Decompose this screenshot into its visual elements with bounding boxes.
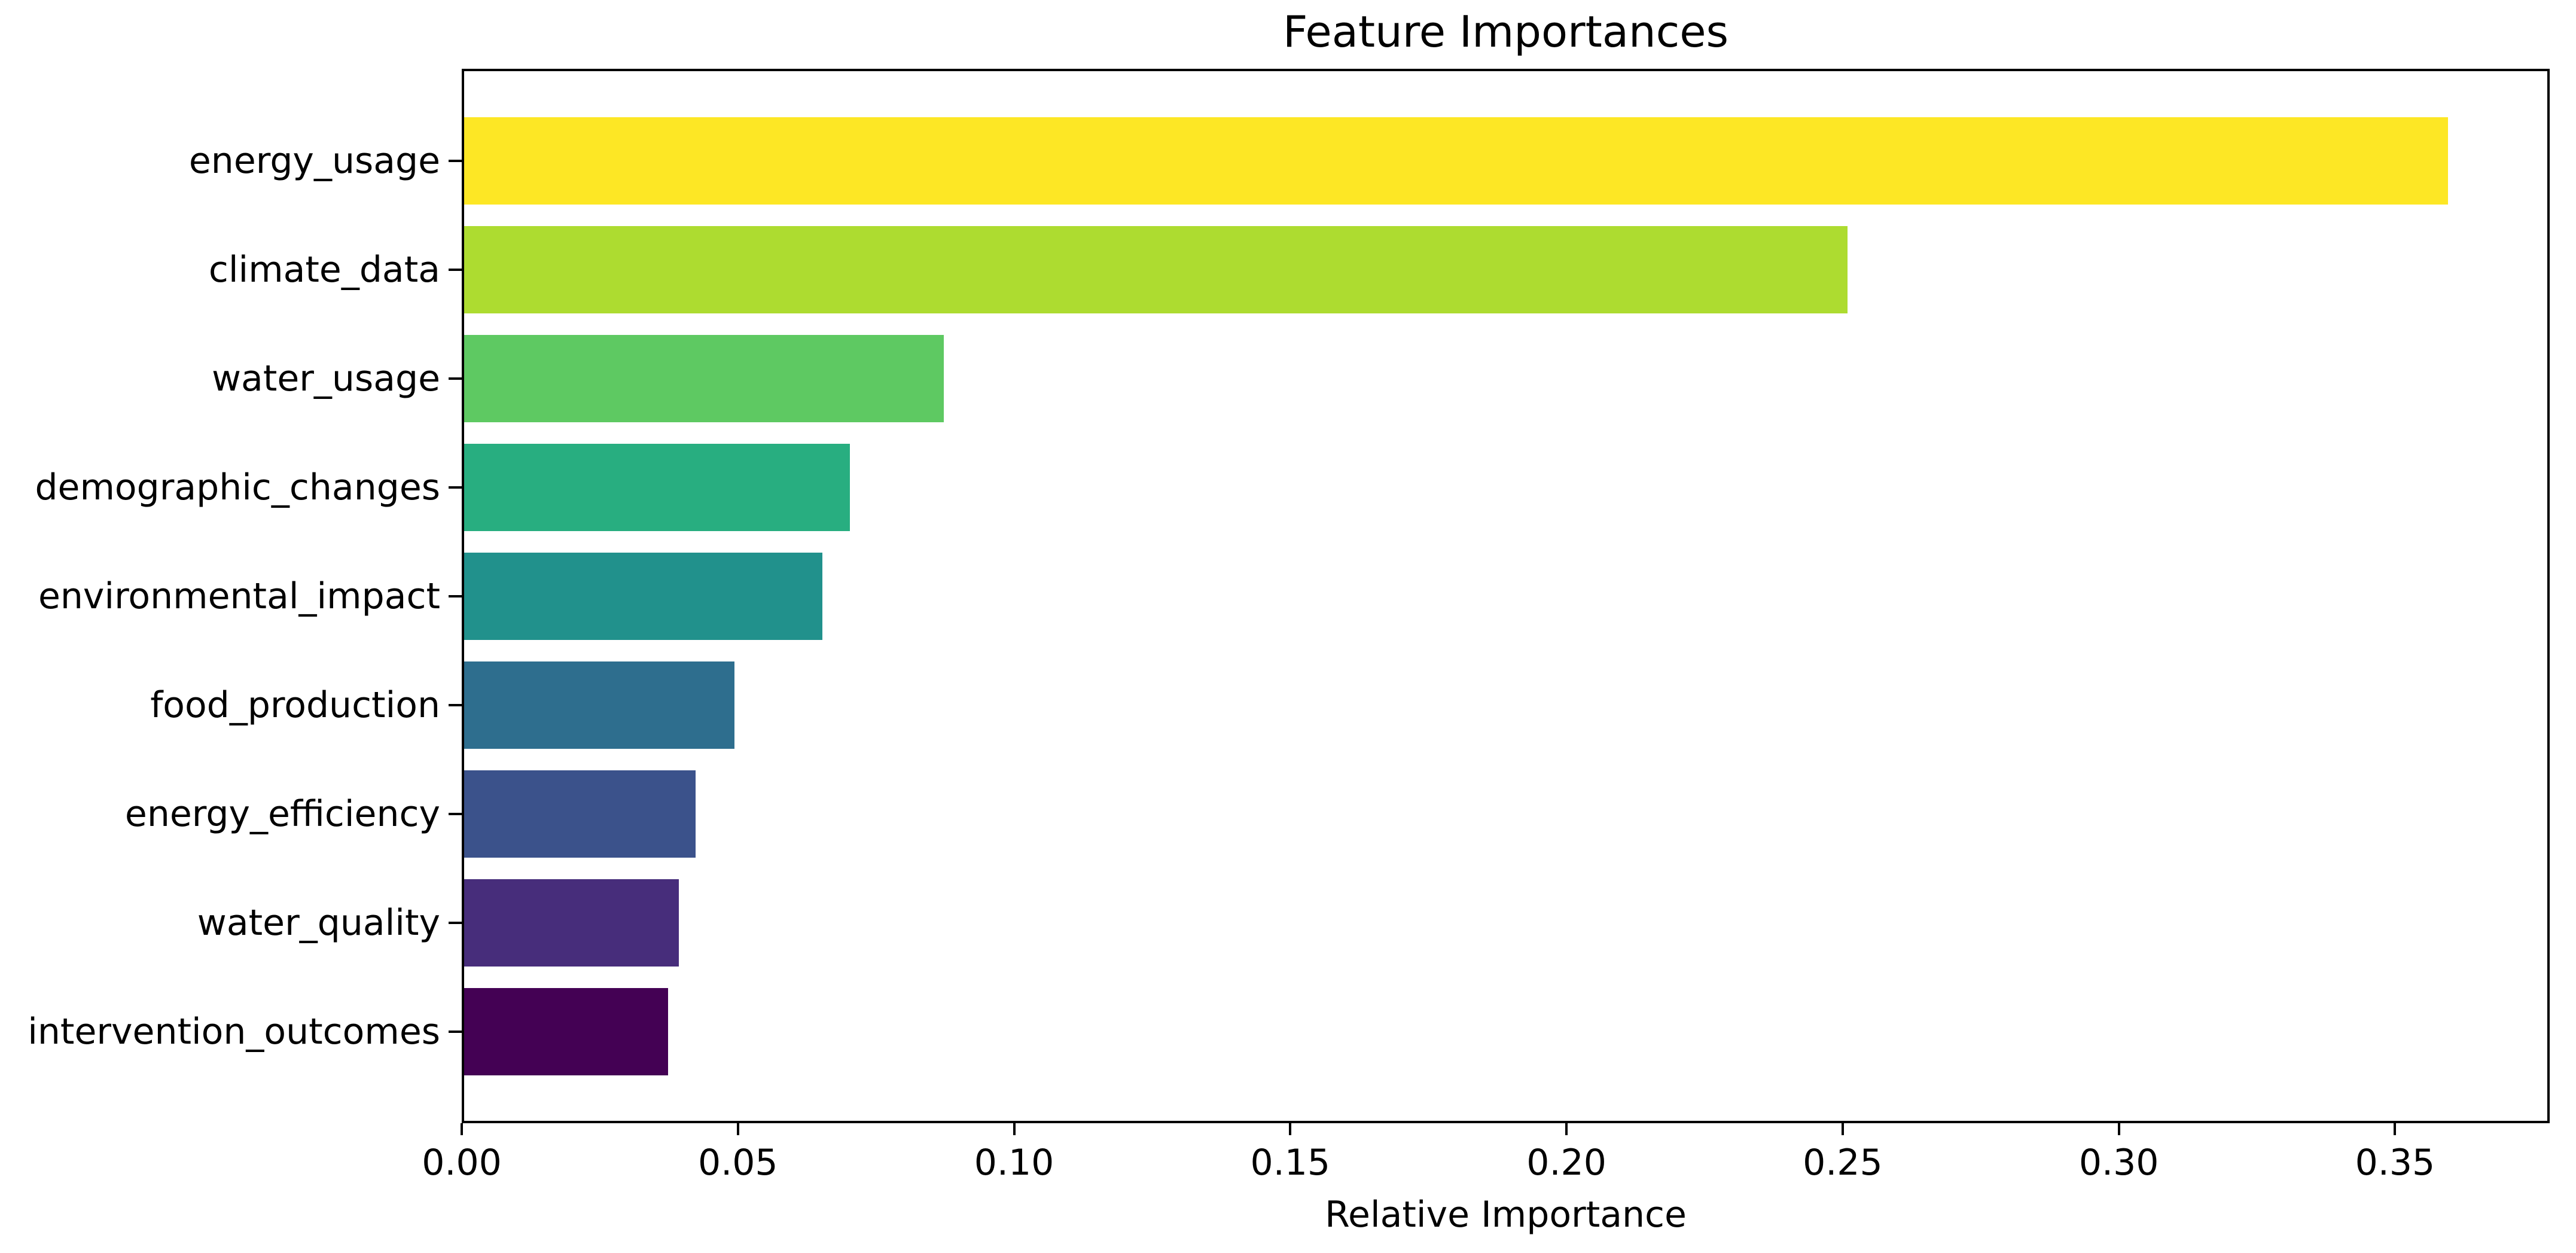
y-tick-mark-water_usage [449, 377, 462, 380]
x-tick-label-0.00: 0.00 [422, 1142, 502, 1184]
bar-water_usage [464, 335, 944, 422]
y-tick-label-demographic_changes: demographic_changes [35, 467, 440, 508]
x-tick-mark-0.35 [2394, 1123, 2397, 1135]
bar-energy_efficiency [464, 770, 696, 858]
y-tick-label-food_production: food_production [150, 684, 440, 726]
bar-row-energy_usage [464, 117, 2449, 205]
bar-demographic_changes [464, 444, 850, 531]
x-tick-mark-0.20 [1565, 1123, 1568, 1135]
x-tick-label-0.20: 0.20 [1526, 1142, 1606, 1184]
bar-row-demographic_changes [464, 444, 850, 531]
bar-row-water_usage [464, 335, 944, 422]
y-tick-mark-energy_efficiency [449, 813, 462, 815]
bar-row-environmental_impact [464, 553, 822, 640]
x-tick-mark-0.25 [1841, 1123, 1844, 1135]
x-tick-mark-0.15 [1289, 1123, 1292, 1135]
x-tick-label-0.35: 0.35 [2355, 1142, 2435, 1184]
x-tick-label-0.30: 0.30 [2078, 1142, 2159, 1184]
y-tick-mark-intervention_outcomes [449, 1031, 462, 1033]
bar-energy_usage [464, 117, 2449, 205]
plot-area [462, 69, 2550, 1123]
y-tick-mark-demographic_changes [449, 486, 462, 489]
x-tick-mark-0.05 [736, 1123, 739, 1135]
x-tick-label-0.10: 0.10 [974, 1142, 1054, 1184]
y-tick-label-environmental_impact: environmental_impact [38, 575, 440, 617]
bar-row-intervention_outcomes [464, 988, 668, 1075]
x-tick-label-0.15: 0.15 [1250, 1142, 1331, 1184]
y-tick-label-water_usage: water_usage [211, 358, 440, 400]
x-tick-mark-0.00 [461, 1123, 463, 1135]
chart-title: Feature Importances [1282, 7, 1729, 57]
x-axis-label: Relative Importance [1325, 1194, 1687, 1236]
bar-food_production [464, 661, 734, 749]
y-tick-mark-water_quality [449, 922, 462, 924]
x-tick-label-0.25: 0.25 [1803, 1142, 1883, 1184]
y-tick-label-intervention_outcomes: intervention_outcomes [28, 1011, 440, 1053]
y-tick-mark-energy_usage [449, 160, 462, 162]
bar-climate_data [464, 226, 1848, 313]
x-tick-mark-0.30 [2117, 1123, 2120, 1135]
bar-row-climate_data [464, 226, 1848, 313]
x-tick-mark-0.10 [1013, 1123, 1016, 1135]
y-tick-mark-climate_data [449, 269, 462, 271]
bar-intervention_outcomes [464, 988, 668, 1075]
y-tick-label-climate_data: climate_data [208, 249, 440, 291]
y-tick-label-water_quality: water_quality [197, 902, 440, 944]
bar-row-water_quality [464, 879, 679, 967]
y-tick-label-energy_usage: energy_usage [188, 140, 440, 182]
bar-water_quality [464, 879, 679, 967]
x-tick-label-0.05: 0.05 [697, 1142, 778, 1184]
y-tick-mark-food_production [449, 704, 462, 706]
y-tick-mark-environmental_impact [449, 595, 462, 597]
bar-environmental_impact [464, 553, 822, 640]
bar-row-food_production [464, 661, 734, 749]
y-tick-label-energy_efficiency: energy_efficiency [124, 793, 440, 835]
bar-row-energy_efficiency [464, 770, 696, 858]
